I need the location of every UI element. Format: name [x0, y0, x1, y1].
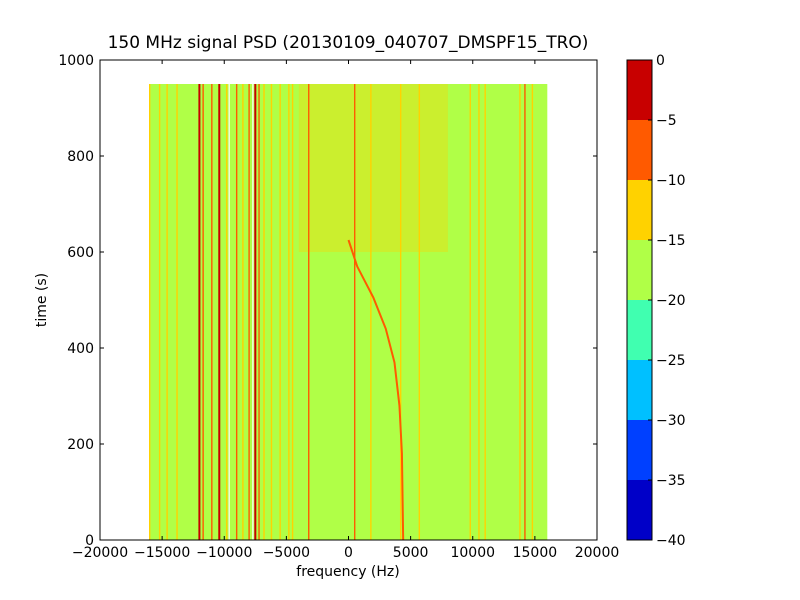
- chart-title: 150 MHz signal PSD (20130109_040707_DMSP…: [108, 33, 589, 53]
- x-tick-label: −10000: [196, 545, 252, 561]
- colorbar-segment: [627, 120, 652, 180]
- x-axis-ticks: −20000 −15000 −10000 −5000 0 5000 10000 15000 20…: [72, 60, 619, 561]
- colorbar-segment: [627, 360, 652, 420]
- colorbar-segment: [627, 420, 652, 480]
- doppler-trace: [347, 239, 405, 541]
- x-tick-label: −5000: [263, 545, 310, 561]
- y-tick-label: 600: [67, 245, 94, 261]
- x-tick-label: −20000: [72, 545, 128, 561]
- colorbar-tick-label: −30: [656, 413, 686, 429]
- y-tick-label: 800: [67, 149, 94, 165]
- y-tick-label: 1000: [58, 53, 94, 69]
- colorbar-ticks: −40 −35 −30 −25 −20 −15 −10 −5 0: [648, 53, 686, 549]
- colorbar-tick-label: −35: [656, 473, 686, 489]
- noise-band: [298, 84, 448, 252]
- colorbar-tick-label: −40: [656, 533, 686, 549]
- colorbar-tick-label: −15: [656, 233, 686, 249]
- y-tick-label: 0: [85, 533, 94, 549]
- colorbar-segment: [627, 180, 652, 240]
- x-tick-label: −15000: [134, 545, 190, 561]
- colorbar: [627, 60, 652, 540]
- colorbar-tick-label: −20: [656, 293, 686, 309]
- colorbar-segment: [627, 240, 652, 300]
- colorbar-segment: [627, 60, 652, 120]
- x-tick-label: 15000: [513, 545, 558, 561]
- heatmap-background: [149, 84, 548, 540]
- x-tick-label: 10000: [450, 545, 495, 561]
- y-axis-ticks: 0 200 400 600 800 1000: [58, 53, 597, 549]
- y-tick-label: 400: [67, 341, 94, 357]
- colorbar-tick-label: −5: [656, 113, 677, 129]
- heatmap-area: [148, 84, 548, 541]
- colorbar-tick-label: −25: [656, 353, 686, 369]
- colorbar-tick-label: 0: [656, 53, 665, 69]
- x-tick-label: 20000: [575, 545, 620, 561]
- colorbar-tick-label: −10: [656, 173, 686, 189]
- colorbar-segment: [627, 480, 652, 540]
- x-axis-label: frequency (Hz): [296, 564, 399, 580]
- x-tick-label: 0: [344, 545, 353, 561]
- x-tick-label: 5000: [393, 545, 429, 561]
- y-axis-label: time (s): [34, 273, 50, 327]
- colorbar-segment: [627, 300, 652, 360]
- y-tick-label: 200: [67, 437, 94, 453]
